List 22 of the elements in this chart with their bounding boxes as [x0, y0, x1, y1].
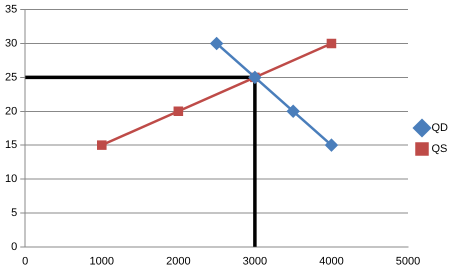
x-tick-label: 2000	[166, 255, 191, 268]
y-tick-label: 30	[4, 38, 18, 50]
legend-label: QS	[432, 143, 448, 156]
y-tick-label: 20	[4, 105, 18, 118]
y-tick-label: 5	[11, 206, 18, 219]
x-tick-label: 3000	[242, 255, 268, 268]
y-tick-label: 15	[4, 139, 18, 152]
y-tick-label: 10	[4, 173, 18, 186]
point	[286, 105, 300, 118]
point	[325, 138, 338, 152]
y-tick-label: 25	[4, 71, 18, 84]
y-tick-label: 35	[4, 4, 18, 16]
legend-label: QD	[432, 122, 448, 134]
y-tick-label: 0	[11, 240, 18, 253]
x-tick-label: 0	[22, 255, 28, 268]
point	[97, 140, 107, 150]
x-tick-label: 5000	[396, 255, 420, 268]
point	[210, 37, 223, 50]
x-tick-label: 4000	[319, 255, 344, 268]
point	[326, 38, 336, 48]
point	[174, 106, 184, 116]
x-tick-label: 1000	[90, 255, 114, 268]
